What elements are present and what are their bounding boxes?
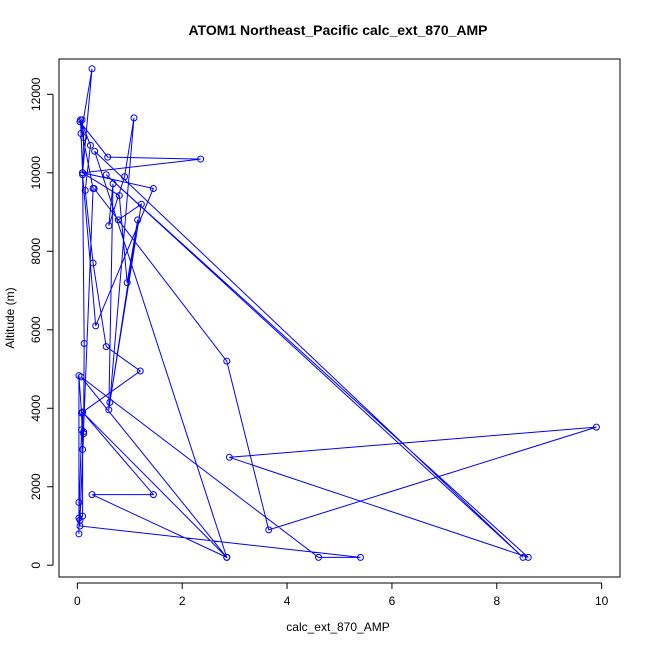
data-point <box>79 445 87 453</box>
data-point <box>136 367 144 375</box>
y-tick-label: 0 <box>29 562 43 569</box>
x-tick-label: 8 <box>493 594 500 608</box>
data-point <box>225 453 233 461</box>
y-tick-label: 4000 <box>29 395 43 422</box>
data-point <box>77 373 85 381</box>
data-point <box>78 116 86 124</box>
y-tick-label: 10000 <box>29 156 43 190</box>
data-point <box>102 343 110 351</box>
data-point <box>80 340 88 348</box>
data-point <box>90 185 98 192</box>
y-tick-label: 2000 <box>29 473 43 500</box>
series-line <box>78 68 597 559</box>
data-point <box>76 118 84 126</box>
data-point <box>356 553 364 561</box>
data-point <box>88 65 96 73</box>
x-axis-label: calc_ext_870_AMP <box>286 620 389 634</box>
data-point <box>88 491 96 499</box>
y-axis-label: Altitude (m) <box>3 287 17 348</box>
data-point <box>102 171 110 179</box>
data-point <box>223 553 231 561</box>
data-point <box>519 553 527 561</box>
data-point <box>75 498 83 506</box>
data-point <box>80 430 88 438</box>
data-point <box>78 426 86 434</box>
data-point <box>79 408 87 416</box>
data-point <box>524 553 532 561</box>
data-point <box>121 173 129 181</box>
x-tick-label: 6 <box>389 594 396 608</box>
data-point <box>92 322 100 330</box>
data-point <box>86 141 94 149</box>
x-tick-label: 2 <box>179 594 186 608</box>
data-point <box>137 200 145 208</box>
data-point <box>89 259 97 267</box>
x-tick-label: 4 <box>284 594 291 608</box>
data-point <box>123 279 131 287</box>
data-point <box>592 423 600 431</box>
y-tick-label: 12000 <box>29 77 43 111</box>
data-point <box>81 186 89 194</box>
x-axis: 0 2 4 6 8 10 <box>74 582 609 608</box>
data-point <box>115 192 123 200</box>
data-point <box>105 406 113 414</box>
x-tick-label: 0 <box>74 594 81 608</box>
data-point <box>76 522 84 530</box>
data-point <box>149 185 157 192</box>
data-point <box>109 180 117 188</box>
x-tick-label: 10 <box>595 594 609 608</box>
data-point <box>223 357 231 365</box>
data-point <box>130 114 138 122</box>
data-point <box>149 491 157 499</box>
data-point <box>75 530 83 538</box>
series-lines <box>78 68 597 559</box>
data-point <box>79 169 87 177</box>
y-tick-label: 8000 <box>29 238 43 265</box>
data-point <box>197 155 205 163</box>
data-point <box>114 216 122 224</box>
series-points <box>75 65 600 561</box>
data-point <box>78 409 86 417</box>
data-point <box>104 153 112 161</box>
data-point <box>80 133 88 141</box>
y-axis: 0 2000 4000 6000 8000 10000 12000 <box>29 77 54 569</box>
data-point <box>91 147 99 155</box>
y-tick-label: 6000 <box>29 316 43 343</box>
data-point <box>315 553 323 561</box>
data-point <box>134 216 142 224</box>
data-point <box>265 526 273 534</box>
chart-title: ATOM1 Northeast_Pacific calc_ext_870_AMP <box>188 22 487 38</box>
data-point <box>79 171 87 179</box>
data-point <box>105 222 113 230</box>
data-point <box>80 428 88 436</box>
plot-frame <box>58 58 621 578</box>
data-point <box>106 398 114 406</box>
